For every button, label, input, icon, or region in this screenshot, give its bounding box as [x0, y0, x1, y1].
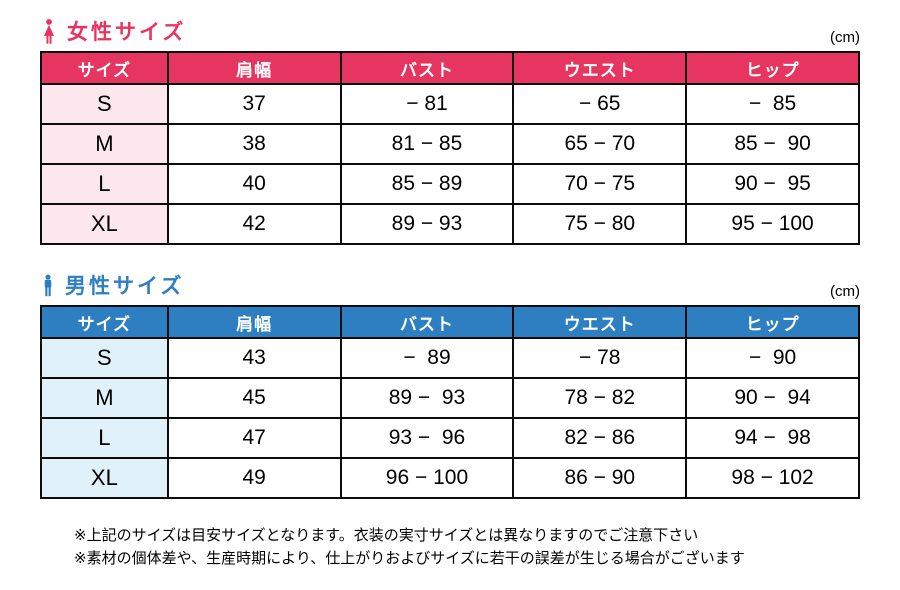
table-cell: 43	[166, 337, 342, 379]
table-cell: 85 − 90	[685, 123, 860, 165]
column-header-shoulder: 肩幅	[166, 51, 342, 85]
column-header-shoulder: 肩幅	[166, 305, 342, 339]
note-line: ※上記のサイズは目安サイズとなります。衣装の実寸サイズとは異なりますのでご注意下…	[74, 527, 699, 544]
table-cell: 89 − 93	[339, 203, 515, 245]
table-cell: 40	[166, 163, 342, 205]
table-cell: 90 − 95	[685, 163, 860, 205]
table-cell: 38	[166, 123, 342, 165]
women-section-header: 女性サイズ (cm)	[40, 16, 860, 46]
table-row: XL 49 96 − 100 86 − 90 98 − 102	[40, 457, 860, 499]
men-unit-label: (cm)	[830, 283, 860, 300]
table-cell: − 81	[339, 83, 515, 125]
column-header-hip: ヒップ	[685, 51, 860, 85]
table-cell: 49	[166, 457, 342, 499]
size-cell: XL	[40, 203, 169, 245]
table-cell: 98 − 102	[685, 457, 860, 499]
men-section-header: 男性サイズ (cm)	[40, 270, 860, 300]
column-header-bust: バスト	[339, 51, 515, 85]
table-cell: − 85	[685, 83, 860, 125]
table-cell: − 89	[339, 337, 515, 379]
table-row: L 47 93 − 96 82 − 86 94 − 98	[40, 417, 860, 459]
size-cell: L	[40, 417, 169, 459]
notes: ※上記のサイズは目安サイズとなります。衣装の実寸サイズとは異なりますのでご注意下…	[40, 524, 860, 571]
table-cell: 75 − 80	[512, 203, 688, 245]
column-header-waist: ウエスト	[512, 305, 688, 339]
table-cell: 86 − 90	[512, 457, 688, 499]
size-cell: M	[40, 377, 169, 419]
table-cell: − 90	[685, 337, 860, 379]
women-header-row: サイズ 肩幅 バスト ウエスト ヒップ	[40, 51, 860, 85]
male-icon	[40, 272, 56, 299]
table-cell: 93 − 96	[339, 417, 515, 459]
table-cell: − 78	[512, 337, 688, 379]
column-header-bust: バスト	[339, 305, 515, 339]
women-unit-label: (cm)	[830, 29, 860, 46]
table-cell: 42	[166, 203, 342, 245]
table-cell: 37	[166, 83, 342, 125]
size-cell: S	[40, 337, 169, 379]
table-row: XL 42 89 − 93 75 − 80 95 − 100	[40, 203, 860, 245]
table-row: M 38 81 − 85 65 − 70 85 − 90	[40, 123, 860, 165]
size-cell: S	[40, 83, 169, 125]
table-row: S 43 − 89 − 78 − 90	[40, 337, 860, 379]
female-icon	[40, 18, 58, 45]
table-cell: 96 − 100	[339, 457, 515, 499]
men-header-row: サイズ 肩幅 バスト ウエスト ヒップ	[40, 305, 860, 339]
men-size-title: 男性サイズ	[65, 275, 185, 298]
table-cell: 90 − 94	[685, 377, 860, 419]
table-cell: 45	[166, 377, 342, 419]
table-cell: 94 − 98	[685, 417, 860, 459]
women-size-table: サイズ 肩幅 バスト ウエスト ヒップ S 37 − 81 − 65 − 85 …	[40, 51, 860, 245]
men-size-section: 男性サイズ (cm) サイズ 肩幅 バスト ウエスト ヒップ S 43 − 89	[40, 270, 860, 499]
table-cell: 95 − 100	[685, 203, 860, 245]
column-header-size: サイズ	[40, 51, 169, 85]
column-header-waist: ウエスト	[512, 51, 688, 85]
table-cell: 82 − 86	[512, 417, 688, 459]
table-row: M 45 89 − 93 78 − 82 90 − 94	[40, 377, 860, 419]
size-cell: M	[40, 123, 169, 165]
table-cell: 65 − 70	[512, 123, 688, 165]
size-cell: XL	[40, 457, 169, 499]
note-line: ※素材の個体差や、生産時期により、仕上がりおよびサイズに若干の誤差が生じる場合が…	[74, 550, 745, 568]
column-header-hip: ヒップ	[685, 305, 860, 339]
men-size-table: サイズ 肩幅 バスト ウエスト ヒップ S 43 − 89 − 78 − 90 …	[40, 305, 860, 499]
table-cell: 89 − 93	[339, 377, 515, 419]
table-cell: 85 − 89	[339, 163, 515, 205]
table-cell: − 65	[512, 83, 688, 125]
table-cell: 78 − 82	[512, 377, 688, 419]
women-size-title: 女性サイズ	[67, 21, 187, 44]
table-cell: 81 − 85	[339, 123, 515, 165]
table-cell: 47	[166, 417, 342, 459]
table-cell: 70 − 75	[512, 163, 688, 205]
women-size-section: 女性サイズ (cm) サイズ 肩幅 バスト ウエスト ヒップ S 37 − 81	[40, 16, 860, 245]
table-row: L 40 85 − 89 70 − 75 90 − 95	[40, 163, 860, 205]
table-row: S 37 − 81 − 65 − 85	[40, 83, 860, 125]
size-cell: L	[40, 163, 169, 205]
column-header-size: サイズ	[40, 305, 169, 339]
